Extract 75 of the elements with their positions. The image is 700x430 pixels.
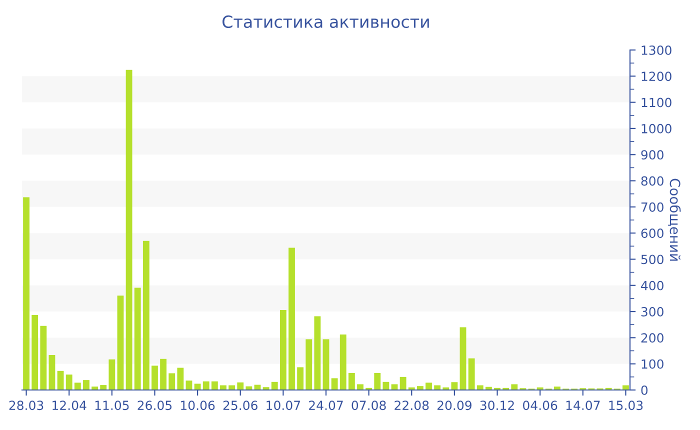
y-axis-title: Сообщений	[668, 178, 681, 261]
bar	[117, 296, 124, 390]
y-tick-label: 200	[641, 333, 664, 343]
bar	[92, 386, 98, 390]
y-tick-label: 300	[641, 307, 664, 316]
bar	[160, 358, 167, 390]
bar	[340, 334, 346, 390]
bar	[108, 359, 116, 390]
bar	[23, 197, 30, 390]
x-tick-label: 15.03	[609, 400, 643, 410]
y-tick-label: 800	[641, 176, 664, 186]
x-tick-label: 04.06	[523, 400, 558, 410]
bar	[211, 381, 218, 390]
bar	[280, 310, 286, 390]
x-tick-label: 30.12	[480, 400, 514, 410]
bar	[202, 381, 210, 390]
bar	[348, 373, 355, 390]
x-tick-label: 26.05	[138, 400, 172, 410]
x-tick-label: 24.07	[309, 400, 343, 410]
y-tick-label: 100	[642, 359, 664, 369]
x-tick-label: 10.07	[266, 400, 300, 410]
bar	[306, 339, 312, 390]
x-tick-label: 22.08	[394, 400, 429, 410]
bar	[194, 384, 201, 390]
bar	[297, 367, 304, 390]
bar	[314, 316, 321, 390]
bar	[40, 326, 47, 390]
bar	[177, 368, 184, 390]
bar	[83, 380, 90, 390]
bar	[100, 385, 107, 390]
y-tick-label: 700	[641, 202, 664, 212]
bar	[237, 382, 244, 390]
bar	[134, 288, 141, 390]
bar	[152, 366, 158, 390]
bar	[74, 382, 81, 390]
chart-title: Статистика активности	[222, 15, 429, 28]
x-tick-label: 10.06	[181, 400, 215, 410]
bar	[271, 382, 278, 390]
bar	[126, 70, 132, 390]
y-tick-label: 1300	[642, 45, 672, 55]
bar	[322, 339, 330, 390]
x-tick-label: 25.06	[223, 400, 258, 410]
x-tick-label: 28.03	[9, 400, 44, 410]
x-tick-label: 07.08	[352, 400, 386, 410]
y-tick-label: 500	[641, 254, 664, 264]
bar	[460, 327, 466, 390]
x-tick-label: 12.04	[52, 400, 86, 410]
bar	[511, 384, 518, 390]
y-tick-label: 400	[641, 280, 664, 290]
y-tick-label: 900	[641, 150, 664, 160]
bar	[331, 378, 338, 390]
bar	[554, 386, 560, 390]
bar	[416, 386, 424, 390]
y-tick-label: 1000	[642, 124, 672, 134]
x-tick-label: 11.05	[95, 400, 129, 410]
bar	[48, 354, 56, 390]
bar	[374, 373, 381, 390]
bar	[66, 374, 72, 390]
y-tick-label: 1200	[642, 72, 672, 82]
bar	[468, 358, 475, 390]
bar	[168, 373, 176, 390]
bar	[288, 248, 295, 390]
bar	[32, 314, 38, 390]
x-tick-label: 14.07	[566, 400, 600, 410]
bar	[382, 382, 390, 390]
y-tick-label: 600	[641, 228, 664, 238]
x-tick-label: 20.09	[437, 400, 472, 410]
y-tick-label: 1100	[642, 98, 672, 108]
bar	[57, 370, 64, 390]
bar	[451, 382, 458, 390]
bar	[426, 382, 432, 390]
bar	[400, 376, 406, 390]
y-tick-label: 0	[641, 385, 648, 395]
bar	[357, 384, 364, 390]
bar	[142, 240, 150, 390]
